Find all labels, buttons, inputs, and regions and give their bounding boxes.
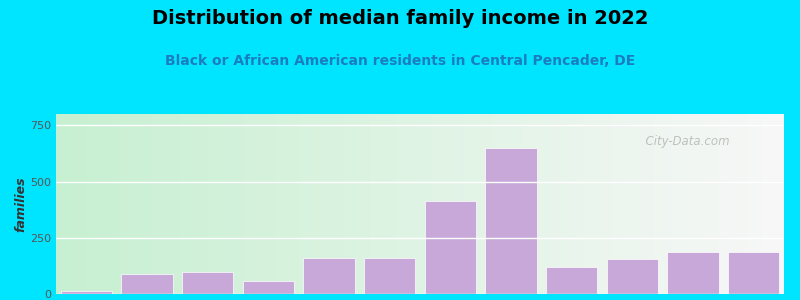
Bar: [546, 267, 598, 294]
Bar: [486, 148, 537, 294]
Text: City-Data.com: City-Data.com: [638, 134, 730, 148]
Bar: [606, 259, 658, 294]
Y-axis label: families: families: [14, 176, 27, 232]
Bar: [667, 252, 718, 294]
Bar: [728, 252, 779, 294]
Text: Black or African American residents in Central Pencader, DE: Black or African American residents in C…: [165, 54, 635, 68]
Bar: [61, 291, 112, 294]
Bar: [242, 280, 294, 294]
Text: Distribution of median family income in 2022: Distribution of median family income in …: [152, 9, 648, 28]
Bar: [425, 201, 476, 294]
Bar: [364, 258, 415, 294]
Bar: [303, 258, 354, 294]
Bar: [122, 274, 173, 294]
Bar: [182, 272, 234, 294]
